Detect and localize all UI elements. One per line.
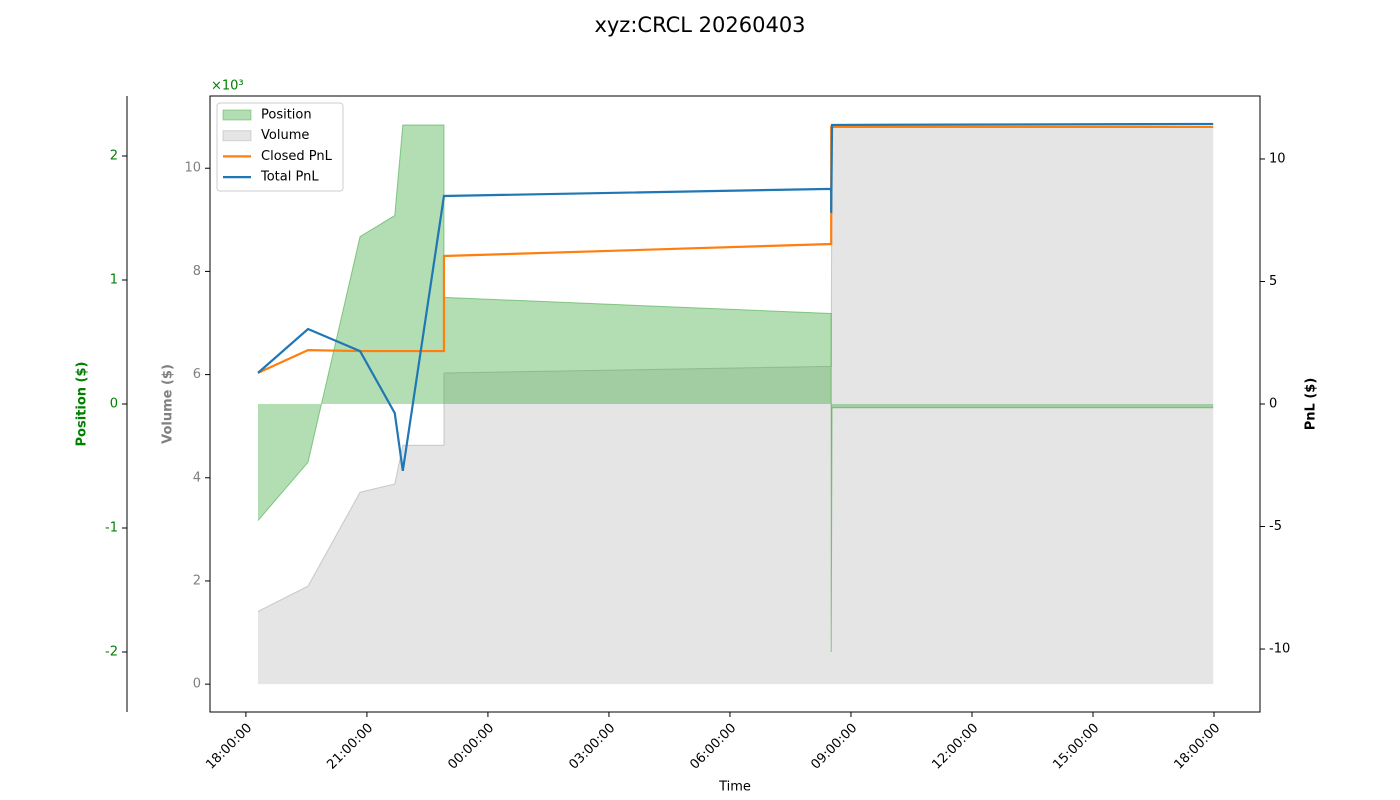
y2-axis-label: PnL ($) (1304, 378, 1319, 431)
y-axis-label: Position ($) (75, 362, 90, 447)
y2-tick-label: 5 (1269, 274, 1277, 289)
y3-axis-label: Volume ($) (161, 364, 176, 444)
x-tick-label: 00:00:00 (445, 721, 497, 773)
x-tick-label: 06:00:00 (687, 721, 739, 773)
legend: Position Volume Closed PnL Total PnL (216, 102, 344, 192)
y-tick-label: 2 (110, 149, 118, 164)
x-tick-label: 09:00:00 (808, 721, 860, 773)
x-axis-label: Time (718, 780, 751, 795)
legend-label: Volume (261, 128, 309, 143)
y2-tick-label: -10 (1269, 642, 1290, 657)
y3-tick-label: 8 (193, 264, 201, 279)
pnl-line (257, 122, 1214, 472)
legend-swatch (222, 109, 252, 121)
y-offset-label: ×10³ (211, 79, 244, 94)
y3-tick-label: 2 (193, 573, 201, 588)
y-tick-label: 0 (110, 397, 118, 412)
y-tick-label: -2 (105, 644, 118, 659)
y3-tick-label: 10 (184, 161, 201, 176)
x-tick-label: 15:00:00 (1050, 721, 1102, 773)
y2-tick-label: 10 (1269, 151, 1286, 166)
y2-tick-label: 0 (1269, 397, 1277, 412)
legend-label: Total PnL (260, 170, 319, 185)
x-tick-label: 12:00:00 (929, 721, 981, 773)
legend-label: Closed PnL (261, 149, 333, 164)
x-tick-label: 21:00:00 (324, 721, 376, 773)
chart-title: xyz:CRCL 20260403 (594, 13, 805, 37)
legend-swatch (222, 130, 252, 142)
area-fill (258, 125, 1214, 652)
y3-tick-label: 0 (193, 677, 201, 692)
area-edge (257, 124, 1214, 652)
y2-tick-label: -5 (1269, 519, 1282, 534)
area-fill (258, 127, 1214, 685)
y-tick-label: 1 (110, 273, 118, 288)
x-tick-label: 18:00:00 (1171, 721, 1223, 773)
legend-box (216, 102, 344, 192)
y3-tick-label: 6 (193, 367, 201, 382)
y3-tick-label: 4 (193, 470, 201, 485)
area-edge (257, 126, 1214, 612)
legend-label: Position (261, 108, 312, 123)
x-tick-label: 18:00:00 (203, 721, 255, 773)
x-tick-label: 03:00:00 (566, 721, 618, 773)
y-tick-label: -1 (105, 520, 118, 535)
